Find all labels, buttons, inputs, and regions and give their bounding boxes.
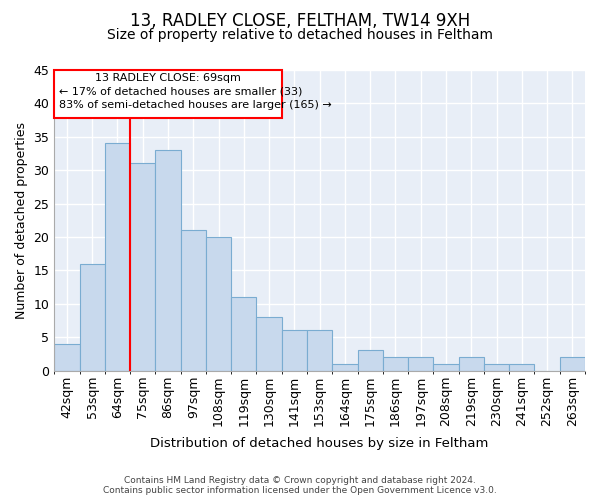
Text: 13, RADLEY CLOSE, FELTHAM, TW14 9XH: 13, RADLEY CLOSE, FELTHAM, TW14 9XH bbox=[130, 12, 470, 30]
Bar bbox=[484, 364, 509, 370]
Bar bbox=[560, 357, 585, 370]
Bar bbox=[54, 70, 282, 118]
Bar bbox=[458, 357, 484, 370]
Bar bbox=[105, 144, 130, 370]
Y-axis label: Number of detached properties: Number of detached properties bbox=[15, 122, 28, 319]
Text: Size of property relative to detached houses in Feltham: Size of property relative to detached ho… bbox=[107, 28, 493, 42]
Text: Contains HM Land Registry data © Crown copyright and database right 2024.
Contai: Contains HM Land Registry data © Crown c… bbox=[103, 476, 497, 495]
Text: ← 17% of detached houses are smaller (33): ← 17% of detached houses are smaller (33… bbox=[59, 86, 303, 97]
Bar bbox=[282, 330, 307, 370]
Bar bbox=[130, 164, 155, 370]
Bar bbox=[307, 330, 332, 370]
X-axis label: Distribution of detached houses by size in Feltham: Distribution of detached houses by size … bbox=[151, 437, 489, 450]
Bar bbox=[155, 150, 181, 370]
Bar bbox=[509, 364, 535, 370]
Bar bbox=[181, 230, 206, 370]
Bar bbox=[332, 364, 358, 370]
Bar bbox=[408, 357, 433, 370]
Bar bbox=[54, 344, 80, 370]
Bar bbox=[80, 264, 105, 370]
Text: 13 RADLEY CLOSE: 69sqm: 13 RADLEY CLOSE: 69sqm bbox=[95, 74, 241, 84]
Bar bbox=[358, 350, 383, 370]
Bar bbox=[433, 364, 458, 370]
Bar bbox=[206, 237, 231, 370]
Bar bbox=[231, 297, 256, 370]
Bar bbox=[256, 317, 282, 370]
Text: 83% of semi-detached houses are larger (165) →: 83% of semi-detached houses are larger (… bbox=[59, 100, 332, 110]
Bar bbox=[383, 357, 408, 370]
